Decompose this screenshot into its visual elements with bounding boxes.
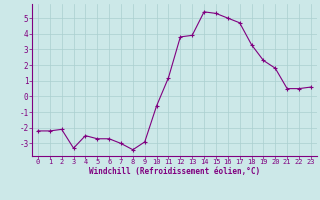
- X-axis label: Windchill (Refroidissement éolien,°C): Windchill (Refroidissement éolien,°C): [89, 167, 260, 176]
